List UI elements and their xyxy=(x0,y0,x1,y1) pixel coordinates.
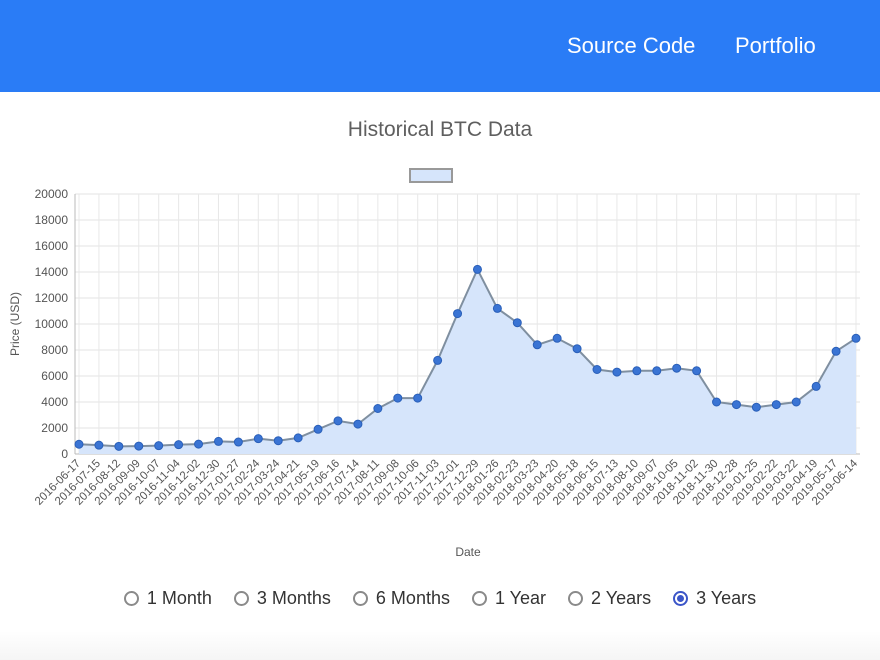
price-point xyxy=(472,264,482,274)
radio-button[interactable] xyxy=(471,591,487,606)
price-point xyxy=(154,441,164,451)
range-option-label: 1 Year xyxy=(494,588,547,608)
range-option-6-months[interactable]: 6 Months xyxy=(352,588,450,609)
bottom-shade xyxy=(0,630,880,660)
btc-chart: 0 2000 4000 6000 8000 10000 12000 14000 16000 180… xyxy=(8,168,861,559)
price-point xyxy=(353,419,363,429)
legend-swatch xyxy=(409,168,453,183)
price-point xyxy=(253,434,263,444)
y-tick-label: 14000 xyxy=(35,265,69,279)
price-point xyxy=(652,366,662,376)
range-option-1-year[interactable]: 1 Year xyxy=(471,588,547,609)
price-point xyxy=(393,393,403,403)
price-point xyxy=(174,440,184,450)
price-point xyxy=(851,333,861,343)
radio-button[interactable] xyxy=(352,591,368,606)
price-point xyxy=(114,441,124,451)
price-point xyxy=(592,365,602,374)
range-selector: 1 Month 3 Months 6 Months 1 Year 2 Years 3 Ye… xyxy=(0,588,880,609)
price-point xyxy=(373,404,383,413)
radio-button[interactable] xyxy=(123,591,139,606)
header-bar: Source Code Portfolio xyxy=(0,0,880,92)
range-option-1-month[interactable]: 1 Month xyxy=(123,588,212,609)
y-tick-label: 12000 xyxy=(35,291,69,305)
price-point xyxy=(433,355,443,365)
price-point xyxy=(612,367,622,377)
price-point xyxy=(672,363,682,373)
y-tick-label: 10000 xyxy=(35,317,69,331)
price-point xyxy=(532,340,542,350)
price-point xyxy=(194,439,204,449)
y-axis-title: Price (USD) xyxy=(8,292,22,356)
y-tick-label: 4000 xyxy=(41,395,68,409)
range-option-3-months[interactable]: 3 Months xyxy=(233,588,331,609)
price-point xyxy=(731,400,741,410)
price-point xyxy=(512,318,522,328)
radio-button[interactable] xyxy=(673,591,689,606)
price-point xyxy=(233,437,243,447)
portfolio-link[interactable]: Portfolio xyxy=(735,33,816,58)
range-option-label: 1 Month xyxy=(146,588,212,608)
y-tick-label: 18000 xyxy=(35,213,69,227)
price-point xyxy=(552,333,562,343)
price-point xyxy=(831,346,841,356)
price-point xyxy=(791,397,801,407)
y-tick-label: 2000 xyxy=(41,421,68,435)
y-tick-label: 0 xyxy=(61,447,68,461)
range-option-label: 3 Months xyxy=(256,588,331,608)
price-line xyxy=(78,267,857,448)
range-option-2-years[interactable]: 2 Years xyxy=(568,588,651,609)
price-point xyxy=(492,303,502,313)
y-tick-label: 6000 xyxy=(41,369,68,383)
source-code-link[interactable]: Source Code xyxy=(567,33,696,58)
price-area xyxy=(79,269,856,454)
range-option-3-years[interactable]: 3 Years xyxy=(673,588,756,609)
radio-button[interactable] xyxy=(233,591,249,606)
y-tick-label: 20000 xyxy=(35,187,69,201)
range-option-label: 6 Months xyxy=(375,588,450,608)
price-point xyxy=(692,366,702,376)
price-point xyxy=(293,433,303,443)
y-tick-label: 16000 xyxy=(35,239,69,253)
radio-button[interactable] xyxy=(568,591,584,606)
price-point xyxy=(74,439,84,449)
range-option-label: 3 Years xyxy=(696,588,757,608)
price-point xyxy=(134,441,144,451)
price-point xyxy=(273,436,283,446)
price-point xyxy=(313,424,323,434)
price-point xyxy=(811,381,821,391)
price-point xyxy=(94,440,104,450)
price-point xyxy=(751,402,761,412)
price-point xyxy=(632,366,642,376)
chart-title: Historical BTC Data xyxy=(347,118,533,141)
range-option-label: 2 Years xyxy=(591,588,652,608)
x-axis-title: Date xyxy=(455,545,481,559)
y-tick-label: 8000 xyxy=(41,343,68,357)
price-point xyxy=(572,344,582,354)
price-point xyxy=(771,400,781,410)
price-point xyxy=(413,393,423,403)
price-point xyxy=(712,397,722,407)
price-point xyxy=(453,309,463,319)
price-point xyxy=(333,416,343,426)
price-point xyxy=(213,436,223,446)
